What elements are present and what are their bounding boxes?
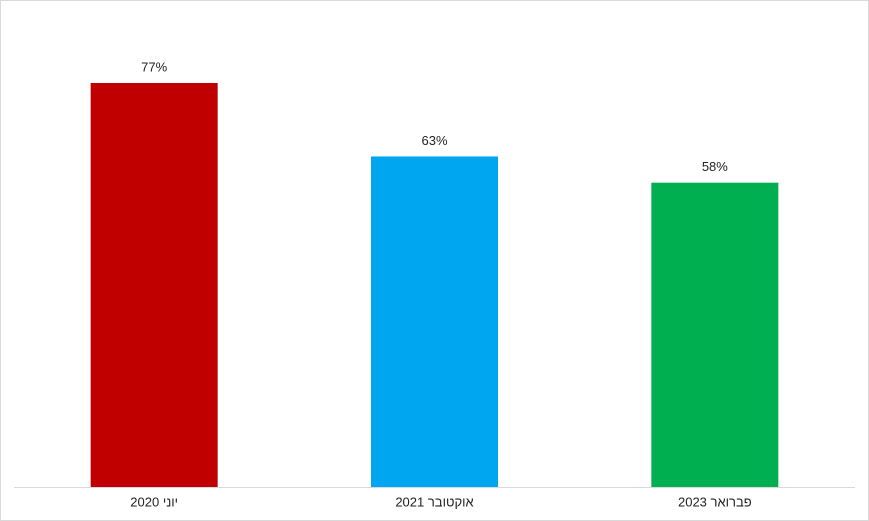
bar xyxy=(371,156,498,488)
bar xyxy=(90,83,218,487)
x-tick-label: יוני 2020 xyxy=(130,494,178,509)
data-label: 63% xyxy=(421,133,447,148)
data-label: 58% xyxy=(702,159,728,174)
bar xyxy=(651,182,779,488)
data-label: 77% xyxy=(141,59,167,74)
x-tick-label: פברואר 2023 xyxy=(678,494,752,509)
x-tick-label: אוקטובר 2021 xyxy=(395,494,473,509)
